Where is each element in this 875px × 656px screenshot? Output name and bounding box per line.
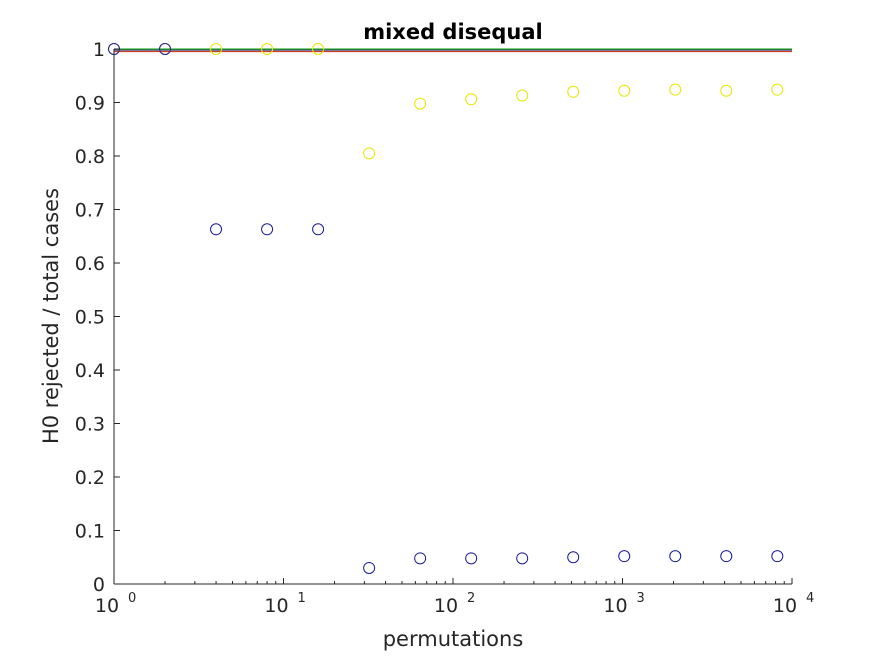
data-point: [720, 84, 733, 97]
y-tick-label: 0.2: [75, 467, 105, 489]
y-tick-label: 0.9: [75, 93, 105, 115]
y-tick-label: 0.3: [75, 414, 105, 436]
data-point: [414, 97, 427, 110]
data-point: [261, 223, 274, 236]
x-tick-exponent: 1: [298, 591, 306, 606]
data-point: [720, 550, 733, 563]
data-point: [516, 552, 529, 565]
data-point: [516, 89, 529, 102]
data-point: [669, 83, 682, 96]
x-axis-label: permutations: [383, 627, 524, 651]
x-tick-base: 10: [773, 595, 797, 617]
data-point: [210, 223, 223, 236]
data-point: [465, 93, 478, 106]
x-tick-base: 10: [264, 595, 288, 617]
x-tick-label: 10: [603, 595, 627, 617]
x-tick-label: 10: [264, 595, 288, 617]
data-point: [771, 83, 784, 96]
data-point: [414, 552, 427, 565]
y-ticks: 0 0.1 0.2 0.3 0.4 0.5 0.6 0.7 0.8 0.9 1: [75, 39, 120, 596]
x-tick-base: 10: [434, 595, 458, 617]
y-tick-label: 0.7: [75, 200, 105, 222]
y-tick-label: 0: [93, 574, 105, 596]
data-point: [159, 43, 172, 55]
y-tick-label: 0.5: [75, 307, 105, 329]
chart-title: mixed disequal: [363, 20, 543, 44]
data-point: [771, 550, 784, 563]
data-point: [618, 84, 631, 97]
data-point: [261, 43, 274, 55]
x-tick-exponent: 3: [637, 591, 645, 606]
x-tick-label: 10: [773, 595, 797, 617]
y-tick-label: 0.4: [75, 360, 105, 382]
y-axis-label: H0 rejected / total cases: [39, 188, 63, 444]
plot-background: [114, 49, 792, 584]
y-tick-label: 0.8: [75, 146, 105, 168]
data-point: [465, 552, 478, 565]
x-tick-base: 10: [603, 595, 627, 617]
data-point: [312, 43, 325, 55]
data-point: [210, 43, 223, 55]
x-tick-exponent: 0: [128, 591, 136, 606]
data-point: [312, 223, 325, 236]
x-tick-base: 10: [95, 595, 119, 617]
x-tick-label: 10: [434, 595, 458, 617]
data-point: [567, 551, 580, 564]
x-tick-exponent: 2: [467, 591, 475, 606]
x-tick-exponent: 4: [806, 591, 814, 606]
data-point: [567, 85, 580, 98]
x-tick-label: 10: [95, 595, 119, 617]
y-tick-label: 1: [93, 39, 105, 61]
data-point: [618, 550, 631, 563]
x-ticks: 10 0 10 1 10 2 10 3 10 4: [95, 578, 814, 617]
reference-lines: [114, 48, 792, 53]
data-point: [669, 550, 682, 563]
y-tick-label: 0.6: [75, 253, 105, 275]
data-point: [363, 147, 376, 160]
data-point: [363, 561, 376, 574]
y-tick-label: 0.1: [75, 521, 105, 543]
